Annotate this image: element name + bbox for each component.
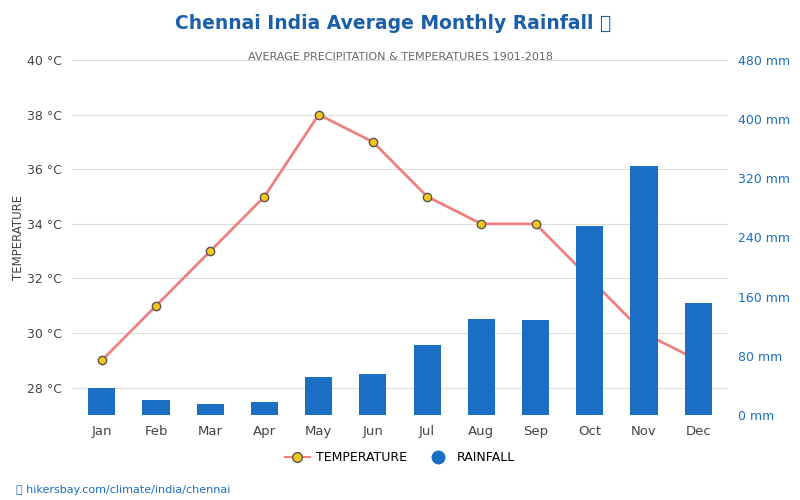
Bar (305, 376, 332, 415)
Bar (468, 319, 495, 415)
Text: 📍 hikersbay.com/climate/india/chennai: 📍 hikersbay.com/climate/india/chennai (16, 485, 230, 495)
Bar (630, 166, 658, 415)
Bar (359, 374, 386, 415)
Text: AVERAGE PRECIPITATION & TEMPERATURES 1901-2018: AVERAGE PRECIPITATION & TEMPERATURES 190… (247, 52, 553, 62)
Y-axis label: Precipitation: Precipitation (798, 200, 800, 274)
Bar (142, 400, 170, 415)
Bar (576, 226, 603, 415)
Legend: TEMPERATURE, RAINFALL: TEMPERATURE, RAINFALL (280, 446, 520, 469)
Bar (251, 402, 278, 415)
Bar (414, 344, 441, 415)
Bar (522, 320, 549, 415)
Bar (88, 388, 115, 415)
Y-axis label: TEMPERATURE: TEMPERATURE (12, 195, 25, 280)
Bar (197, 404, 224, 415)
Bar (685, 302, 712, 415)
Title: Chennai India Average Monthly Rainfall 🌧  : Chennai India Average Monthly Rainfall 🌧 (175, 14, 625, 34)
